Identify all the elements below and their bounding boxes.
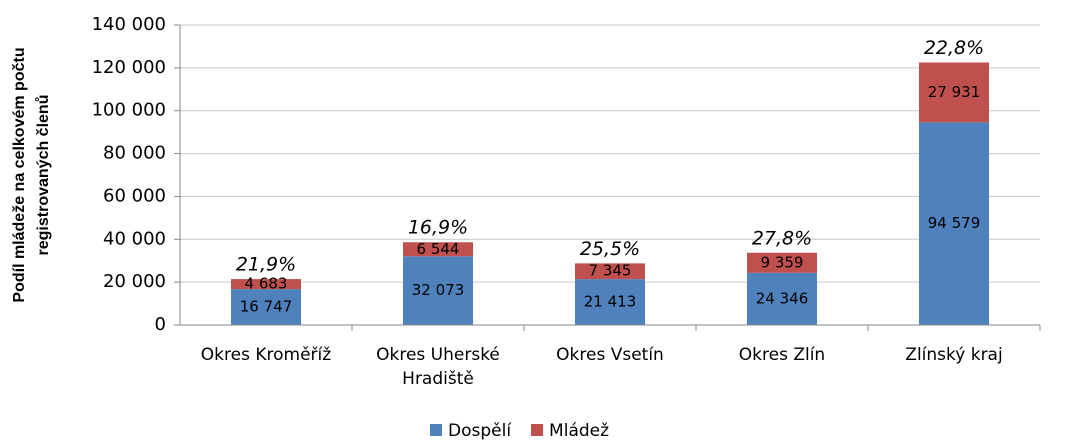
- y-tick-label: 40 000: [103, 228, 166, 249]
- legend-swatch: [430, 424, 442, 436]
- bar-segment: [403, 256, 473, 325]
- annotation: 16,9%: [408, 217, 468, 239]
- value-label: 94 579: [928, 214, 981, 232]
- x-tick-label: Okres Zlín: [738, 345, 826, 365]
- bar-segment: [231, 289, 301, 325]
- value-label: 9 359: [761, 253, 804, 271]
- x-tick-label: Okres Vsetín: [556, 345, 664, 365]
- value-label: 6 544: [417, 240, 460, 258]
- legend-label: Mládež: [549, 421, 609, 441]
- bar-segment: [575, 263, 645, 280]
- value-label: 16 747: [240, 298, 293, 316]
- y-tick-label: 0: [155, 314, 166, 335]
- x-tick-label: Okres Uherské Hradiště: [376, 345, 500, 389]
- bar-segment: [747, 252, 817, 273]
- y-axis-label: Podíl mládeže na celkovém počtu: [11, 47, 28, 302]
- y-tick-label: 20 000: [103, 271, 166, 292]
- y-tick-label: 100 000: [92, 100, 166, 121]
- bar-segment: [919, 122, 989, 325]
- value-label: 32 073: [412, 281, 465, 299]
- annotation: 21,9%: [236, 254, 296, 276]
- x-tick-label: Zlínský kraj: [905, 345, 1003, 365]
- value-label: 24 346: [756, 289, 809, 307]
- annotation: 25,5%: [580, 238, 640, 260]
- value-label: 27 931: [928, 83, 981, 101]
- bar-segment: [231, 279, 301, 290]
- y-tick-label: 140 000: [92, 14, 166, 35]
- y-tick-label: 80 000: [103, 143, 166, 164]
- value-label: 4 683: [245, 275, 288, 293]
- legend-swatch: [531, 424, 544, 436]
- bar-segment: [919, 62, 989, 123]
- y-axis-label: registrovaných členů: [35, 95, 52, 256]
- bar-segment: [403, 242, 473, 257]
- bar-segment: [747, 272, 817, 325]
- bar-segment: [575, 279, 645, 325]
- y-tick-label: 60 000: [103, 185, 166, 206]
- value-label: 21 413: [584, 293, 637, 311]
- x-tick-label: Okres Kroměříž: [200, 345, 332, 365]
- legend-label: Dospělí: [448, 421, 512, 441]
- annotation: 27,8%: [752, 227, 812, 249]
- annotation: 22,8%: [924, 37, 984, 59]
- y-tick-label: 120 000: [92, 57, 166, 78]
- value-label: 7 345: [589, 262, 632, 280]
